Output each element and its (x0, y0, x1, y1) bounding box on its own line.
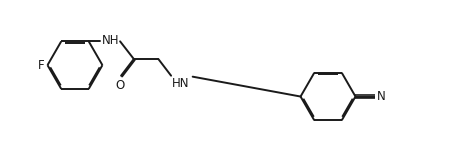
Text: HN: HN (172, 77, 190, 90)
Text: NH: NH (101, 34, 119, 47)
Text: O: O (115, 79, 125, 92)
Text: N: N (376, 90, 385, 103)
Text: F: F (37, 59, 44, 72)
